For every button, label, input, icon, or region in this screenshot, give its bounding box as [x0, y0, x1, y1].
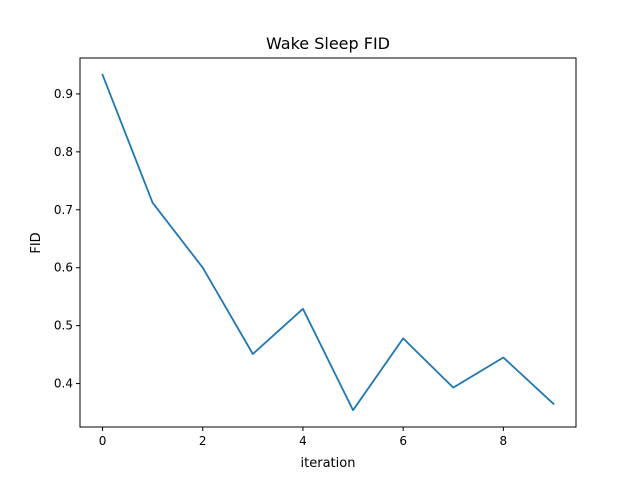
x-axis: 0 2 4 6 8	[99, 427, 507, 448]
y-tick-label: 0.8	[54, 145, 73, 159]
x-axis-label: iteration	[301, 456, 356, 471]
y-tick-label: 0.5	[54, 319, 73, 333]
x-tick-label: 0	[99, 434, 107, 448]
y-axis-label: FID	[29, 232, 44, 253]
series-line	[101, 73, 555, 412]
series-group	[101, 73, 555, 412]
y-tick-label: 0.6	[54, 261, 73, 275]
y-tick-label: 0.4	[54, 377, 73, 391]
chart-title: Wake Sleep FID	[266, 34, 390, 53]
y-tick-label: 0.9	[54, 87, 73, 101]
y-tick-label: 0.7	[54, 203, 73, 217]
plot-area: 0 2 4 6 8 0.4 0.5 0.6 0.7 0.8 0.9	[54, 57, 577, 448]
x-tick-label: 2	[199, 434, 207, 448]
x-tick-label: 6	[399, 434, 407, 448]
x-tick-label: 4	[299, 434, 307, 448]
axes-frame	[79, 57, 577, 428]
x-tick-label: 8	[500, 434, 508, 448]
y-axis: 0.4 0.5 0.6 0.7 0.8 0.9	[54, 87, 80, 391]
